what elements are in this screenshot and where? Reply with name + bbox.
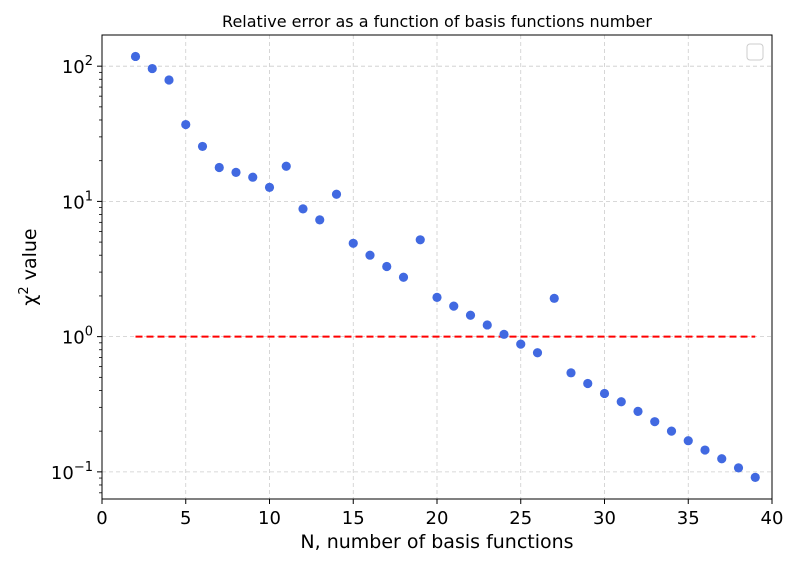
y-tick-label: 101 [62,189,93,213]
y-axis-label: χ2 value [17,228,41,305]
data-point [499,329,509,339]
data-point [650,417,660,427]
data-point [432,292,442,303]
data-point [633,406,643,416]
y-tick-label: 100 [62,325,93,349]
data-point [214,162,224,173]
data-point [532,348,543,358]
x-tick-label: 40 [761,508,784,529]
legend-box [746,43,764,61]
data-point [298,204,308,214]
data-point [231,167,241,177]
x-tick-label: 35 [677,508,700,529]
x-axis-ticks: 0 5 10 15 20 25 30 35 40 [96,499,783,529]
x-tick-label: 25 [509,508,532,529]
data-point [549,293,559,303]
data-point [516,339,526,349]
data-point [382,261,392,272]
x-axis-label: N, number of basis functions [300,531,573,553]
data-point [264,182,275,192]
data-point [566,368,576,378]
data-point [750,472,760,483]
data-point [197,141,208,152]
data-point [482,320,492,330]
x-tick-label: 15 [342,508,365,529]
data-point [365,250,375,260]
data-point [147,63,157,74]
data-point [281,161,291,171]
data-point [583,378,593,389]
data-point [130,51,141,62]
y-tick-label: 10−1 [51,460,93,484]
data-point [599,388,610,399]
x-tick-label: 20 [426,508,449,529]
data-point [449,301,459,311]
data-point [315,215,325,225]
data-point [717,454,727,464]
data-point [666,426,677,436]
data-point [181,119,191,130]
data-point [248,172,258,182]
y-tick-label: 102 [62,54,93,78]
x-tick-label: 0 [96,508,107,529]
data-point [331,189,342,199]
data-point [415,235,425,245]
points-layer [130,51,760,483]
data-point [733,463,744,473]
data-point [700,445,710,455]
x-tick-label: 30 [593,508,616,529]
chart-title: Relative error as a function of basis fu… [222,12,652,31]
data-point [683,436,693,446]
y-axis-ticks: 10−1 100 101 102 [51,54,102,494]
x-tick-label: 10 [258,508,281,529]
data-point [348,238,358,248]
data-point [465,310,476,320]
data-point [398,272,409,282]
data-point [164,75,174,85]
data-point [616,397,626,407]
x-tick-label: 5 [180,508,191,529]
